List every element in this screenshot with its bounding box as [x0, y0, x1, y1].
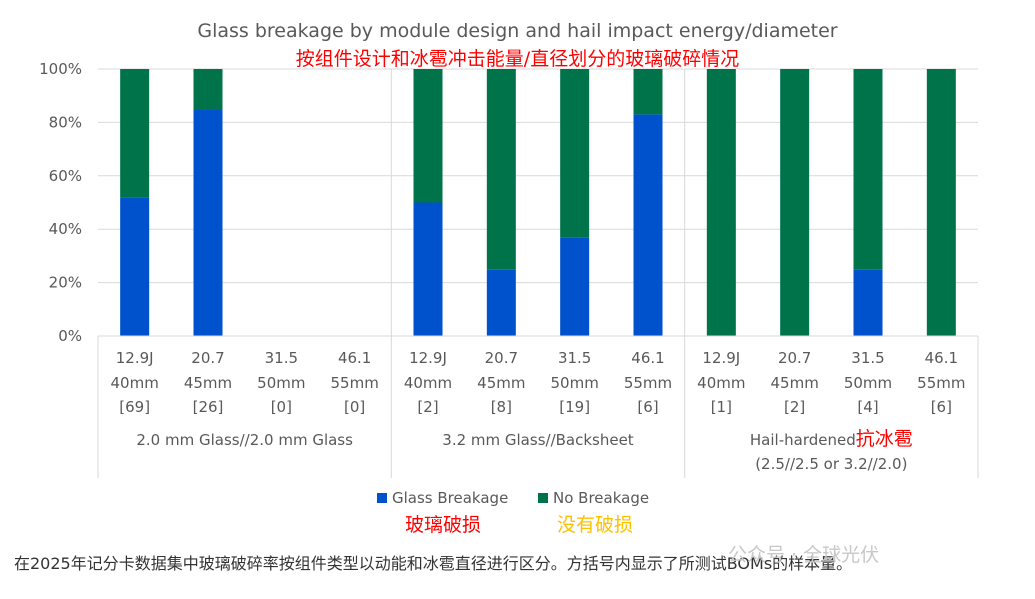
- chart-plot: 0% 20% 40% 60% 80% 100% 12.9J 40mm [69] 20.7 45mm […: [39, 60, 979, 478]
- category-label-samples: [0]: [271, 398, 292, 416]
- group-label-line2: (2.5//2.5 or 3.2//2.0): [755, 455, 907, 473]
- category-label-energy: 12.9J: [116, 349, 154, 367]
- category-label-samples: [0]: [344, 398, 365, 416]
- bar-no-breakage: [780, 69, 810, 336]
- legend-item-no-breakage: No Breakage: [538, 489, 649, 507]
- legend-item-glass-breakage: Glass Breakage: [377, 489, 508, 507]
- figure-caption: 在2025年记分卡数据集中玻璃破碎率按组件类型以动能和冰雹直径进行区分。方括号内…: [14, 554, 853, 573]
- category-label-diameter: 45mm: [184, 374, 232, 392]
- legend-label-glass-breakage-cn: 玻璃破损: [405, 514, 482, 536]
- y-tick-label: 40%: [49, 220, 82, 238]
- bar-no-breakage: [413, 69, 443, 203]
- category-label-samples: [6]: [931, 398, 952, 416]
- bar-glass-breakage: [193, 109, 223, 336]
- bar-no-breakage: [853, 69, 883, 270]
- category-label-energy: 12.9J: [409, 349, 447, 367]
- legend-label-glass-breakage: Glass Breakage: [392, 489, 509, 507]
- category-label-diameter: 45mm: [771, 374, 819, 392]
- category-label-energy: 31.5: [558, 349, 591, 367]
- category-label-diameter: 40mm: [111, 374, 159, 392]
- category-label-energy: 46.1: [631, 349, 664, 367]
- category-label-diameter: 50mm: [257, 374, 305, 392]
- bar-no-breakage: [560, 69, 590, 238]
- chart-subtitle-cn: 按组件设计和冰雹冲击能量/直径划分的玻璃破碎情况: [295, 48, 740, 70]
- category-label-samples: [2]: [784, 398, 805, 416]
- bar-no-breakage: [120, 69, 150, 198]
- bar-glass-breakage: [560, 237, 590, 336]
- category-label-energy: 20.7: [485, 349, 518, 367]
- chart-title: Glass breakage by module design and hail…: [197, 20, 838, 42]
- watermark: 公众号 · 全球光伏: [728, 544, 880, 566]
- category-label-diameter: 55mm: [331, 374, 379, 392]
- category-label-diameter: 50mm: [844, 374, 892, 392]
- group-label: Hail-hardened抗冰雹: [750, 428, 913, 450]
- bar-no-breakage: [486, 69, 516, 270]
- category-label-diameter: 55mm: [624, 374, 672, 392]
- bar-no-breakage: [633, 69, 663, 115]
- category-label-samples: [8]: [491, 398, 512, 416]
- legend-swatch-glass-breakage: [377, 493, 387, 503]
- category-label-diameter: 45mm: [477, 374, 525, 392]
- legend-label-no-breakage-cn: 没有破损: [557, 514, 634, 536]
- bar-glass-breakage: [633, 114, 663, 336]
- bar-glass-breakage: [486, 269, 516, 336]
- category-label-diameter: 50mm: [551, 374, 599, 392]
- group-label: 3.2 mm Glass//Backsheet: [442, 431, 634, 449]
- category-label-samples: [1]: [711, 398, 732, 416]
- category-label-energy: 46.1: [925, 349, 958, 367]
- category-label-energy: 31.5: [265, 349, 298, 367]
- y-tick-label: 0%: [58, 327, 82, 345]
- group-label-cn: 抗冰雹: [856, 428, 913, 450]
- category-label-samples: [26]: [193, 398, 224, 416]
- y-tick-label: 20%: [49, 274, 82, 292]
- bar-glass-breakage: [413, 202, 443, 336]
- category-label-samples: [4]: [857, 398, 878, 416]
- category-label-diameter: 40mm: [697, 374, 745, 392]
- category-label-samples: [69]: [119, 398, 150, 416]
- category-label-diameter: 40mm: [404, 374, 452, 392]
- bar-no-breakage: [706, 69, 736, 336]
- category-label-energy: 12.9J: [702, 349, 740, 367]
- category-label-energy: 20.7: [778, 349, 811, 367]
- bar-no-breakage: [926, 69, 956, 336]
- category-label-energy: 46.1: [338, 349, 371, 367]
- category-label-energy: 31.5: [851, 349, 884, 367]
- bar-glass-breakage: [120, 197, 150, 336]
- group-label: 2.0 mm Glass//2.0 mm Glass: [136, 431, 353, 449]
- category-label-energy: 20.7: [191, 349, 224, 367]
- category-label-samples: [19]: [559, 398, 590, 416]
- y-tick-label: 100%: [39, 60, 82, 78]
- category-label-samples: [6]: [637, 398, 658, 416]
- bar-no-breakage: [193, 69, 223, 110]
- category-label-samples: [2]: [417, 398, 438, 416]
- bar-glass-breakage: [853, 269, 883, 336]
- category-label-diameter: 55mm: [917, 374, 965, 392]
- y-tick-label: 60%: [49, 167, 82, 185]
- legend-swatch-no-breakage: [538, 493, 548, 503]
- legend-label-no-breakage: No Breakage: [553, 489, 650, 507]
- y-tick-label: 80%: [49, 113, 82, 131]
